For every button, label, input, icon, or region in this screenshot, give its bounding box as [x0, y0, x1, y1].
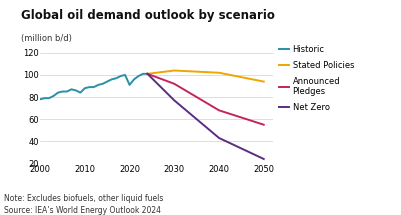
Text: Note: Excludes biofuels, other liquid fuels
Source: IEA’s World Energy Outlook 2: Note: Excludes biofuels, other liquid fu… — [4, 194, 163, 215]
Text: Global oil demand outlook by scenario: Global oil demand outlook by scenario — [22, 9, 275, 22]
Text: (million b/d): (million b/d) — [22, 34, 72, 43]
Legend: Historic, Stated Policies, Announced
Pledges, Net Zero: Historic, Stated Policies, Announced Ple… — [279, 45, 354, 112]
